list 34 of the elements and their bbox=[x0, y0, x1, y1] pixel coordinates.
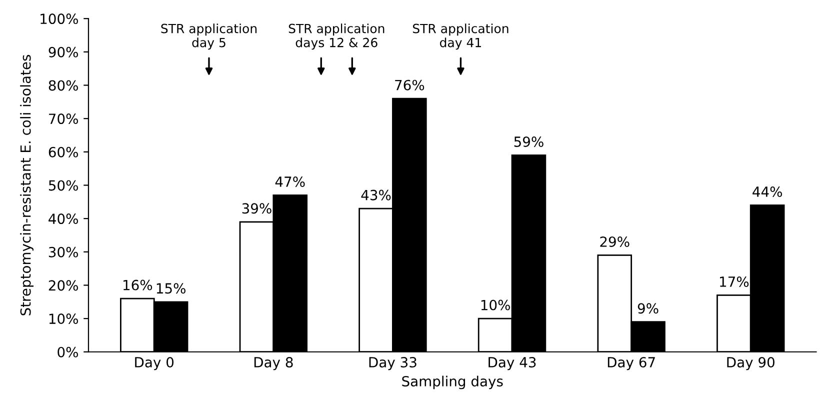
data-label: 43% bbox=[361, 190, 391, 200]
y-tick-label: 30% bbox=[48, 246, 78, 258]
y-tick-label: 100% bbox=[40, 14, 78, 24]
data-label: 10% bbox=[481, 300, 510, 310]
data-label: 44% bbox=[752, 186, 782, 197]
data-label: 9% bbox=[638, 303, 658, 314]
data-label: 16% bbox=[123, 280, 152, 290]
data-label: 29% bbox=[600, 236, 630, 247]
x-tick-label: Day 0 bbox=[135, 356, 174, 370]
y-tick-label: 40% bbox=[48, 214, 78, 224]
data-label: 15% bbox=[156, 283, 186, 294]
y-tick-label: 0% bbox=[58, 346, 78, 358]
x-tick-label: Day 8 bbox=[254, 356, 293, 370]
annotation: STR application day 5 bbox=[161, 24, 257, 50]
x-tick-label: Day 90 bbox=[727, 356, 774, 370]
y-tick-label: 10% bbox=[49, 314, 78, 324]
y-tick-label: 50% bbox=[48, 180, 78, 191]
data-label: 17% bbox=[720, 276, 749, 287]
y-tick-label: 80% bbox=[48, 80, 78, 91]
annotation: STR application day 41 bbox=[412, 24, 508, 50]
x-axis-title: Sampling days bbox=[402, 376, 503, 390]
y-axis-title: Streptomycin-resistant E. coli isolates bbox=[20, 54, 34, 316]
x-tick-label: Day 43 bbox=[488, 356, 536, 370]
data-label: 39% bbox=[242, 203, 272, 214]
data-label: 47% bbox=[275, 176, 305, 187]
y-tick-label: 20% bbox=[48, 280, 78, 291]
annotation: STR application days 12 & 26 bbox=[288, 24, 384, 50]
y-tick-label: 70% bbox=[49, 114, 78, 124]
data-label: 76% bbox=[395, 80, 424, 90]
y-tick-label: 60% bbox=[48, 146, 78, 158]
x-tick-label: Day 33 bbox=[369, 356, 416, 370]
x-tick-label: Day 67 bbox=[608, 356, 655, 370]
y-tick-label: 90% bbox=[48, 46, 78, 58]
data-label: 59% bbox=[514, 136, 544, 147]
